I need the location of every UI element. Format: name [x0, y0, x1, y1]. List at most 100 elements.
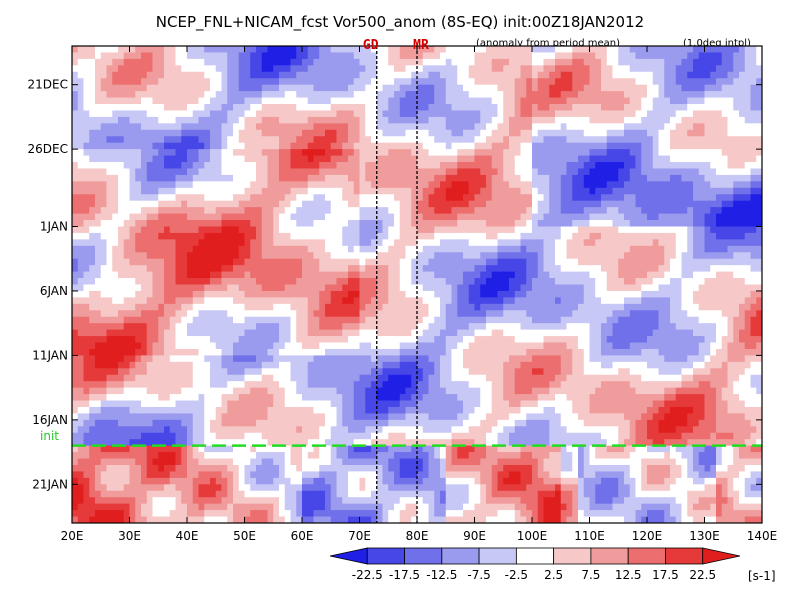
- field-cell: [520, 136, 527, 144]
- field-cell: [440, 278, 447, 285]
- field-cell: [187, 265, 194, 273]
- field-cell: [428, 136, 435, 144]
- field-cell: [641, 174, 648, 182]
- field-cell: [307, 162, 314, 169]
- field-cell: [601, 142, 608, 150]
- field-cell: [526, 297, 533, 305]
- field-cell: [146, 104, 153, 111]
- field-cell: [480, 52, 487, 60]
- field-cell: [583, 232, 590, 240]
- field-cell: [382, 207, 389, 214]
- field-cell: [95, 129, 102, 137]
- field-cell: [440, 71, 447, 79]
- field-cell: [336, 220, 343, 227]
- field-cell: [727, 194, 734, 202]
- field-cell: [405, 52, 412, 60]
- field-cell: [693, 168, 700, 176]
- field-cell: [244, 187, 251, 195]
- field-cell: [279, 245, 286, 253]
- field-cell: [261, 265, 268, 273]
- field-cell: [100, 290, 107, 298]
- field-cell: [72, 252, 79, 260]
- field-cell: [704, 116, 711, 124]
- field-cell: [169, 71, 176, 79]
- field-cell: [256, 149, 263, 156]
- field-cell: [750, 297, 757, 305]
- field-cell: [233, 71, 240, 79]
- field-cell: [342, 155, 349, 163]
- field-cell: [451, 168, 458, 176]
- field-cell: [198, 271, 205, 279]
- field-cell: [497, 284, 504, 292]
- field-cell: [353, 123, 360, 131]
- field-cell: [601, 252, 608, 260]
- field-cell: [227, 284, 234, 292]
- field-cell: [187, 58, 194, 66]
- field-cell: [451, 162, 458, 169]
- field-cell: [411, 174, 418, 182]
- field-cell: [89, 104, 96, 111]
- field-cell: [503, 181, 510, 189]
- field-cell: [319, 245, 326, 253]
- field-cell: [405, 226, 412, 234]
- field-cell: [405, 129, 412, 137]
- field-cell: [693, 65, 700, 73]
- field-cell: [146, 123, 153, 131]
- field-cell: [624, 91, 631, 98]
- field-cell: [376, 278, 383, 285]
- field-cell: [445, 265, 452, 273]
- field-cell: [417, 265, 424, 273]
- field-cell: [394, 200, 401, 208]
- field-cell: [169, 58, 176, 66]
- field-cell: [164, 213, 171, 221]
- field-cell: [221, 200, 228, 208]
- field-cell: [233, 155, 240, 163]
- field-cell: [520, 220, 527, 227]
- field-cell: [509, 84, 516, 92]
- field-cell: [152, 52, 159, 60]
- field-cell: [606, 91, 613, 98]
- field-cell: [647, 142, 654, 150]
- field-cell: [411, 65, 418, 73]
- field-cell: [106, 239, 113, 247]
- field-cell: [710, 271, 717, 279]
- field-cell: [336, 58, 343, 66]
- field-cell: [382, 78, 389, 86]
- field-cell: [583, 278, 590, 285]
- field-cell: [95, 181, 102, 189]
- field-cell: [336, 226, 343, 234]
- field-cell: [284, 52, 291, 60]
- field-cell: [123, 194, 130, 202]
- field-cell: [267, 97, 274, 105]
- field-cell: [710, 226, 717, 234]
- field-cell: [422, 123, 429, 131]
- field-cell: [428, 284, 435, 292]
- field-cell: [624, 207, 631, 214]
- field-cell: [279, 278, 286, 285]
- field-cell: [417, 149, 424, 156]
- field-cell: [428, 213, 435, 221]
- field-cell: [187, 78, 194, 86]
- field-cell: [434, 123, 441, 131]
- field-cell: [658, 123, 665, 131]
- field-cell: [279, 232, 286, 240]
- field-cell: [227, 78, 234, 86]
- field-cell: [595, 78, 602, 86]
- field-cell: [687, 232, 694, 240]
- field-cell: [514, 136, 521, 144]
- field-cell: [583, 239, 590, 247]
- field-cell: [744, 58, 751, 66]
- field-cell: [480, 290, 487, 298]
- field-cell: [543, 265, 550, 273]
- field-cell: [457, 258, 464, 266]
- field-cell: [589, 284, 596, 292]
- field-cell: [595, 284, 602, 292]
- field-cell: [256, 303, 263, 311]
- field-cell: [503, 71, 510, 79]
- field-cell: [175, 278, 182, 285]
- field-cell: [480, 226, 487, 234]
- field-cell: [670, 213, 677, 221]
- field-cell: [750, 97, 757, 105]
- field-cell: [583, 162, 590, 169]
- field-cell: [560, 110, 567, 118]
